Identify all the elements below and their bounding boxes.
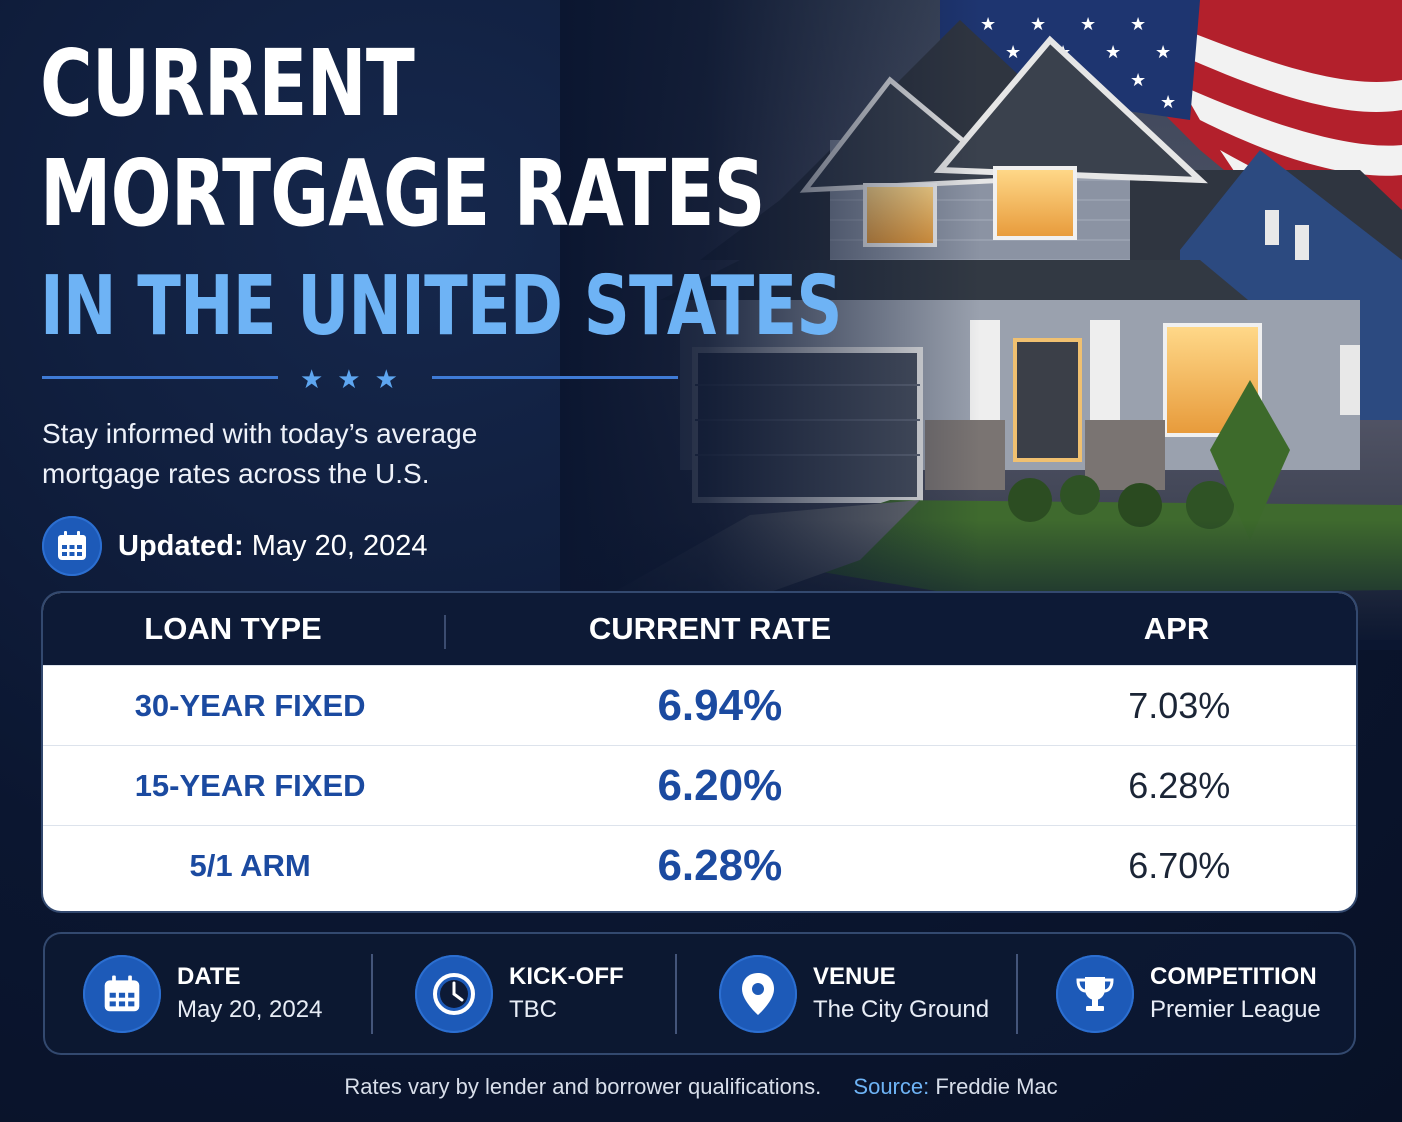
header-current-rate: CURRENT RATE	[588, 611, 832, 646]
info-date-label: DATE	[177, 963, 241, 990]
footer: Rates vary by lender and borrower qualif…	[0, 1074, 1402, 1100]
location-pin-icon	[719, 955, 797, 1033]
updated-text: Updated: May 20, 2024	[118, 530, 427, 563]
svg-text:★: ★	[1160, 92, 1176, 113]
info-date-value: May 20, 2024	[177, 996, 323, 1023]
headline-line-3: IN THE UNITED STATES	[40, 259, 842, 354]
info-kickoff-text: KICK-OFF TBC	[509, 961, 624, 1027]
footer-source-value: Freddie Mac	[935, 1074, 1058, 1099]
svg-text:★: ★	[1155, 42, 1171, 63]
headline-line-2: MORTGAGE RATES	[40, 140, 765, 247]
info-competition-value: Premier League	[1150, 996, 1321, 1023]
info-competition: COMPETITION Premier League	[1056, 954, 1321, 1034]
info-kickoff: KICK-OFF TBC	[415, 954, 624, 1034]
subtitle: Stay informed with today’s average mortg…	[42, 418, 478, 489]
rate-cell: 6.94%	[657, 680, 783, 730]
apr-cell: 6.28%	[1128, 764, 1231, 806]
svg-text:★: ★	[1130, 70, 1146, 91]
updated-row: Updated: May 20, 2024	[42, 516, 427, 576]
table-row: 5/1 ARM 6.28% 6.70%	[43, 825, 1356, 905]
rates-table: LOAN TYPE CURRENT RATE APR 30-YEAR FIXED…	[43, 593, 1356, 911]
svg-text:★: ★	[1130, 14, 1146, 35]
svg-text:★: ★	[1105, 42, 1121, 63]
svg-text:★: ★	[1005, 42, 1021, 63]
clock-icon	[415, 955, 493, 1033]
info-separator	[371, 954, 373, 1034]
apr-cell: 6.70%	[1128, 844, 1231, 886]
svg-text:★: ★	[980, 14, 996, 35]
updated-label: Updated:	[118, 529, 244, 562]
info-venue-value: The City Ground	[813, 996, 990, 1023]
svg-text:★: ★	[1030, 14, 1046, 35]
info-kickoff-label: KICK-OFF	[509, 963, 624, 990]
info-separator	[675, 954, 677, 1034]
star-divider: ★★★	[42, 364, 678, 394]
updated-date: May 20, 2024	[251, 529, 428, 562]
footer-source-label: Source:	[853, 1074, 930, 1099]
table-row: 15-YEAR FIXED 6.20% 6.28%	[43, 745, 1356, 825]
info-venue: VENUE The City Ground	[719, 954, 989, 1034]
footer-note: Rates vary by lender and borrower qualif…	[344, 1074, 822, 1099]
info-date: DATE May 20, 2024	[83, 954, 322, 1034]
divider-line-right	[432, 376, 678, 379]
header-loan-type: LOAN TYPE	[144, 611, 322, 646]
headline-line-1: CURRENT	[40, 30, 415, 137]
loan-type-cell: 5/1 ARM	[189, 847, 311, 883]
info-competition-label: COMPETITION	[1150, 963, 1317, 990]
star-icons: ★★★	[300, 364, 412, 394]
calendar-icon	[83, 955, 161, 1033]
header-apr: APR	[1143, 611, 1210, 646]
info-kickoff-value: TBC	[509, 996, 557, 1023]
info-competition-text: COMPETITION Premier League	[1150, 961, 1321, 1027]
info-date-text: DATE May 20, 2024	[177, 961, 322, 1027]
svg-text:★: ★	[1080, 14, 1096, 35]
loan-type-cell: 30-YEAR FIXED	[134, 687, 366, 723]
header-separator	[444, 615, 446, 649]
divider-line-left	[42, 376, 278, 379]
table-row: 30-YEAR FIXED 6.94% 7.03%	[43, 665, 1356, 745]
trophy-icon	[1056, 955, 1134, 1033]
info-separator	[1016, 954, 1018, 1034]
apr-cell: 7.03%	[1128, 684, 1231, 726]
rate-cell: 6.20%	[657, 760, 783, 810]
loan-type-cell: 15-YEAR FIXED	[134, 767, 366, 803]
calendar-icon	[42, 516, 102, 576]
table-header: LOAN TYPE CURRENT RATE APR	[43, 593, 1356, 665]
rate-cell: 6.28%	[657, 840, 783, 890]
info-bar: DATE May 20, 2024 KICK-OFF TBC VEN	[43, 932, 1356, 1055]
info-venue-label: VENUE	[813, 963, 896, 990]
info-venue-text: VENUE The City Ground	[813, 961, 989, 1027]
